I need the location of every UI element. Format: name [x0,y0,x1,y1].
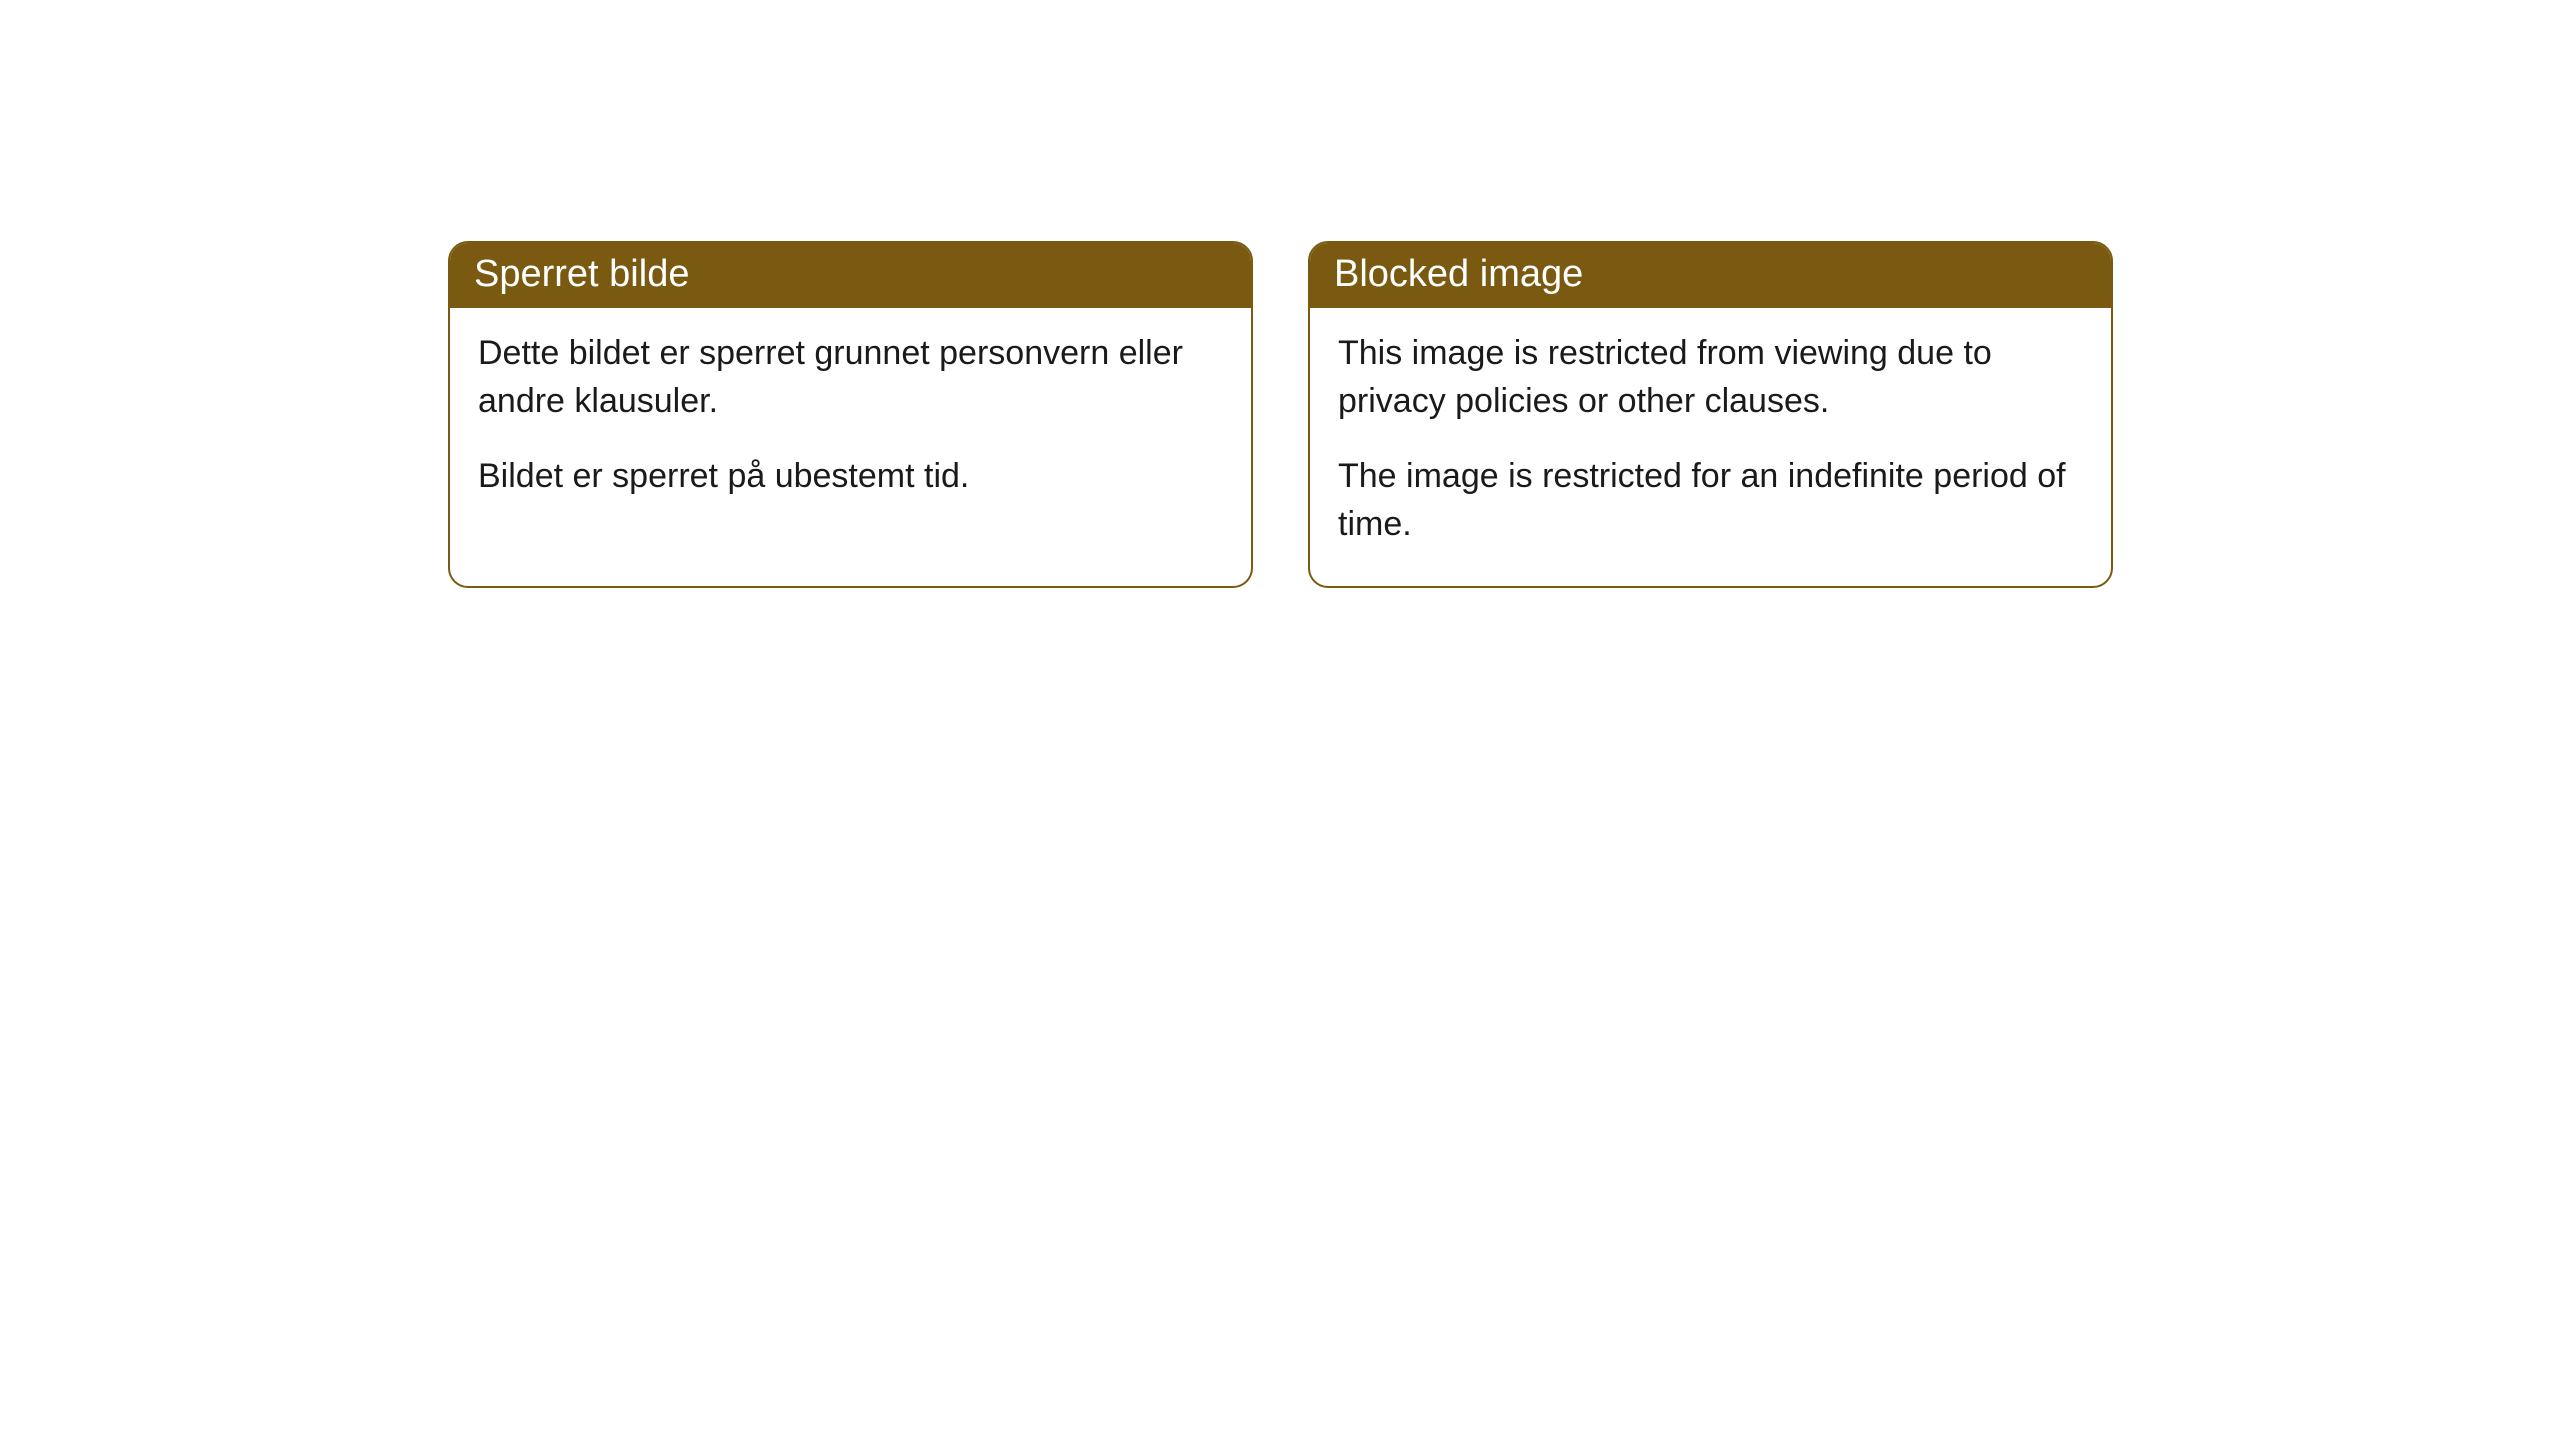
notice-text-1-norwegian: Dette bildet er sperret grunnet personve… [478,330,1223,425]
notice-text-1-english: This image is restricted from viewing du… [1338,330,2083,425]
notice-header-english: Blocked image [1310,243,2111,308]
notice-body-english: This image is restricted from viewing du… [1310,308,2111,586]
notice-text-2-norwegian: Bildet er sperret på ubestemt tid. [478,453,1223,501]
notice-container: Sperret bilde Dette bildet er sperret gr… [448,241,2113,588]
notice-card-english: Blocked image This image is restricted f… [1308,241,2113,588]
notice-body-norwegian: Dette bildet er sperret grunnet personve… [450,308,1251,539]
notice-header-norwegian: Sperret bilde [450,243,1251,308]
notice-text-2-english: The image is restricted for an indefinit… [1338,453,2083,548]
notice-card-norwegian: Sperret bilde Dette bildet er sperret gr… [448,241,1253,588]
